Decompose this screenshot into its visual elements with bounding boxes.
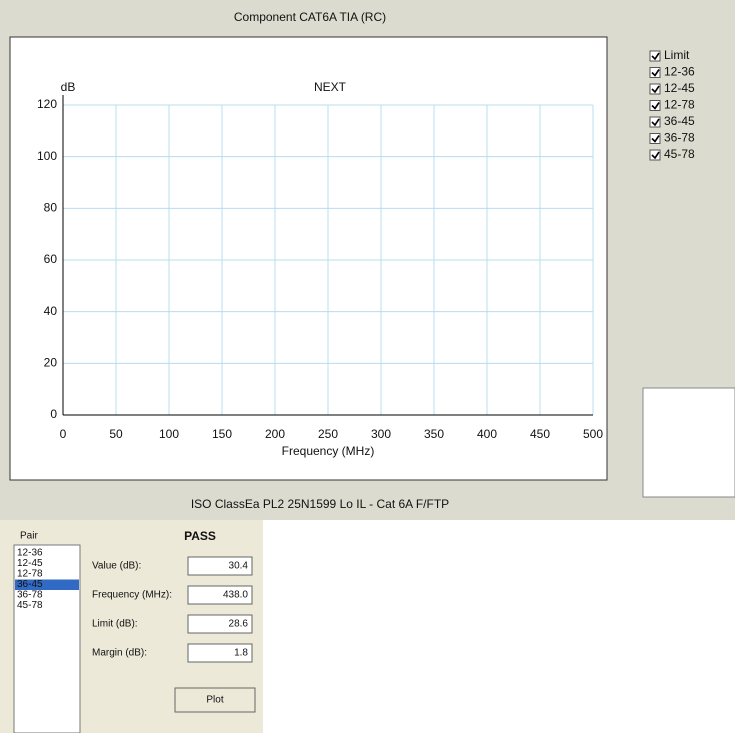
y-tick-label: 0	[50, 407, 57, 421]
x-tick-label: 50	[109, 427, 123, 441]
info-box	[642, 387, 735, 498]
field-label: Value (dB):	[92, 561, 141, 572]
y-tick-label: 100	[37, 149, 57, 163]
y-tick-label: 20	[44, 356, 58, 370]
field-box	[187, 556, 253, 576]
plot-button-label[interactable]: Plot	[206, 695, 223, 706]
status: PASS	[184, 529, 216, 543]
x-tick-label: 250	[318, 427, 338, 441]
chart-frame	[9, 36, 608, 481]
x-tick-label: 200	[265, 427, 285, 441]
list-item[interactable]: 45-78	[17, 600, 43, 611]
legend-entry[interactable]: 36-78	[664, 131, 695, 145]
x-tick-label: 150	[212, 427, 232, 441]
legend-checkbox[interactable]	[649, 100, 661, 111]
chart-title: NEXT	[314, 80, 347, 94]
legend-check	[651, 52, 660, 61]
field-box	[187, 585, 253, 605]
legend-checkbox[interactable]	[649, 149, 661, 161]
list-item[interactable]: 36-45	[17, 579, 43, 590]
field-value: 1.8	[234, 648, 248, 659]
list-selection	[15, 579, 79, 590]
field-box	[187, 614, 253, 634]
x-tick-label: 350	[424, 427, 444, 441]
legend-entry[interactable]: 36-45	[664, 114, 695, 128]
legend-checkbox[interactable]	[649, 83, 661, 95]
x-tick-label: 450	[530, 427, 550, 441]
field-value: 28.6	[229, 619, 249, 630]
legend-check	[651, 118, 660, 127]
legend-entry[interactable]: 12-78	[664, 98, 695, 112]
field-label: Margin (dB):	[92, 648, 147, 659]
x-tick-label: 100	[159, 427, 179, 441]
legend-checkbox[interactable]	[649, 67, 661, 78]
panel-title: Component CAT6A TIA (RC)	[234, 10, 386, 24]
legend-entry[interactable]: Limit	[664, 48, 690, 62]
x-tick-label: 0	[60, 427, 67, 441]
legend-checkbox[interactable]	[649, 50, 661, 62]
plot-button[interactable]	[174, 687, 256, 713]
legend-check	[651, 85, 660, 94]
field-label: Limit (dB):	[92, 619, 138, 630]
legend-entry[interactable]: 12-45	[664, 81, 695, 95]
y-axis-label: dB	[61, 80, 76, 94]
y-tick-label: 80	[44, 201, 58, 215]
x-tick-label: 300	[371, 427, 391, 441]
field-value: 438.0	[223, 590, 248, 601]
list-item[interactable]: 12-78	[17, 569, 43, 580]
legend-check	[651, 135, 660, 143]
list-item[interactable]: 36-78	[17, 590, 43, 601]
legend-entry[interactable]: 45-78	[664, 147, 695, 161]
x-tick-label: 400	[477, 427, 497, 441]
field-label: Frequency (MHz):	[92, 590, 172, 601]
footer: ISO ClassEa PL2 25N1599 Lo IL - Cat 6A F…	[191, 497, 449, 511]
legend-check	[651, 69, 660, 77]
legend-entry[interactable]: 12-36	[664, 65, 695, 79]
x-tick-label: 500	[583, 427, 603, 441]
y-tick-label: 60	[44, 252, 58, 266]
legend-checkbox[interactable]	[649, 133, 661, 144]
pair-list[interactable]	[13, 544, 81, 733]
legend-check	[651, 102, 660, 110]
list-item[interactable]: 12-45	[17, 558, 43, 569]
y-tick-label: 120	[37, 97, 57, 111]
y-tick-label: 40	[44, 304, 58, 318]
legend-check	[651, 151, 660, 160]
list-item[interactable]: 12-36	[17, 548, 43, 559]
field-box	[187, 643, 253, 663]
list-label: Pair	[20, 531, 38, 542]
field-value: 30.4	[229, 561, 249, 572]
legend-checkbox[interactable]	[649, 116, 661, 128]
x-axis-label: Frequency (MHz)	[282, 444, 375, 458]
